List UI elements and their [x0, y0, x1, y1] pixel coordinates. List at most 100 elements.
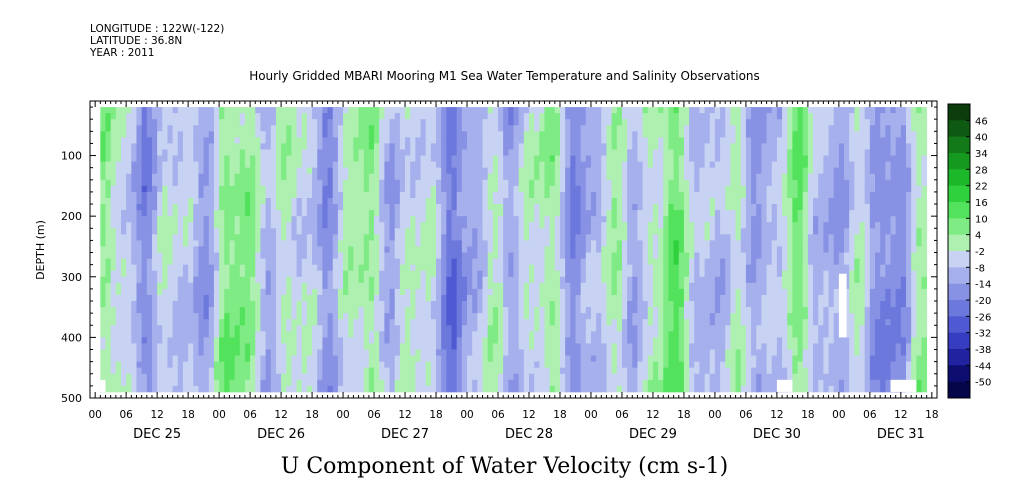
heatmap-cell: [182, 173, 189, 181]
heatmap-cell: [244, 349, 251, 356]
heatmap-cell: [162, 216, 168, 223]
heatmap-cell: [498, 294, 504, 302]
heatmap-cell: [415, 325, 421, 332]
heatmap-cell: [327, 325, 334, 332]
heatmap-cell: [100, 234, 106, 241]
heatmap-cell: [312, 131, 318, 138]
heatmap-cell: [467, 216, 473, 223]
heatmap-cell: [601, 197, 607, 205]
heatmap-cell: [389, 113, 396, 120]
heatmap-cell: [332, 197, 339, 205]
heatmap-cell: [224, 179, 230, 187]
heatmap-cell: [270, 179, 277, 187]
heatmap-cell: [306, 252, 313, 259]
heatmap-cell: [270, 288, 277, 296]
heatmap-cell: [343, 143, 349, 150]
heatmap-cell: [544, 137, 551, 144]
heatmap-cell: [146, 204, 153, 211]
heatmap-cell: [621, 301, 628, 308]
heatmap-cell: [565, 252, 571, 259]
heatmap-cell: [642, 234, 649, 241]
heatmap-cell: [157, 143, 163, 150]
heatmap-cell: [126, 107, 132, 114]
heatmap-cell: [492, 276, 499, 284]
heatmap-cell: [363, 179, 370, 187]
heatmap-cell: [436, 301, 442, 308]
heatmap-cell: [415, 276, 421, 284]
heatmap-cell: [430, 179, 437, 187]
heatmap-cell: [523, 155, 530, 163]
heatmap-cell: [115, 119, 122, 126]
heatmap-cell: [250, 149, 256, 156]
heatmap-cell: [389, 210, 396, 217]
heatmap-cell: [198, 367, 205, 375]
heatmap-cell: [430, 373, 437, 381]
heatmap-cell: [265, 349, 272, 356]
heatmap-cell: [167, 276, 174, 284]
heatmap-cell: [430, 210, 437, 217]
heatmap-cell: [565, 179, 571, 187]
heatmap-cell: [575, 143, 582, 150]
heatmap-cell: [405, 191, 411, 199]
heatmap-cell: [281, 246, 287, 253]
heatmap-cell: [379, 385, 385, 393]
heatmap-cell: [198, 373, 205, 381]
heatmap-cell: [151, 313, 158, 320]
heatmap-cell: [141, 307, 148, 314]
heatmap-cell: [585, 234, 592, 241]
heatmap-cell: [596, 301, 602, 308]
heatmap-cell: [219, 301, 225, 308]
heatmap-cell: [110, 373, 117, 381]
heatmap-cell: [281, 137, 287, 144]
heatmap-cell: [198, 307, 205, 314]
heatmap-cell: [203, 337, 210, 344]
heatmap-cell: [281, 331, 287, 338]
heatmap-cell: [559, 325, 566, 332]
heatmap-cell: [162, 270, 168, 278]
heatmap-cell: [637, 173, 644, 181]
heatmap-cell: [126, 282, 132, 290]
heatmap-cell: [565, 155, 571, 163]
heatmap-cell: [208, 155, 215, 163]
heatmap-cell: [275, 137, 282, 144]
heatmap-cell: [632, 228, 638, 235]
heatmap-cell: [353, 264, 359, 272]
heatmap-cell: [415, 197, 421, 205]
heatmap-cell: [451, 313, 458, 320]
heatmap-cell: [585, 149, 592, 156]
heatmap-cell: [539, 167, 545, 175]
heatmap-cell: [115, 167, 122, 175]
heatmap-cell: [384, 185, 390, 193]
heatmap-cell: [544, 252, 551, 259]
heatmap-cell: [405, 337, 411, 344]
heatmap-cell: [441, 349, 447, 356]
heatmap-cell: [627, 264, 633, 272]
heatmap-cell: [219, 173, 225, 181]
heatmap-cell: [420, 373, 427, 381]
heatmap-cell: [601, 143, 607, 150]
heatmap-cell: [384, 282, 390, 290]
heatmap-cell: [580, 155, 587, 163]
heatmap-cell: [420, 185, 427, 193]
heatmap-cell: [162, 179, 168, 187]
heatmap-cell: [343, 307, 349, 314]
heatmap-cell: [451, 258, 458, 266]
heatmap-cell: [234, 355, 241, 363]
heatmap-cell: [446, 361, 452, 369]
heatmap-cell: [559, 355, 566, 363]
heatmap-cell: [534, 197, 540, 205]
heatmap-cell: [379, 222, 385, 229]
heatmap-cell: [456, 385, 463, 393]
heatmap-cell: [239, 301, 246, 308]
heatmap-cell: [508, 270, 514, 278]
heatmap-cell: [363, 282, 370, 290]
heatmap-cell: [327, 173, 334, 181]
heatmap-cell: [384, 210, 390, 217]
heatmap-cell: [229, 197, 236, 205]
heatmap-cell: [585, 210, 592, 217]
heatmap-cell: [224, 107, 230, 114]
heatmap-cell: [244, 191, 251, 199]
heatmap-cell: [446, 337, 452, 344]
heatmap-cell: [327, 258, 334, 266]
heatmap-cell: [534, 234, 540, 241]
